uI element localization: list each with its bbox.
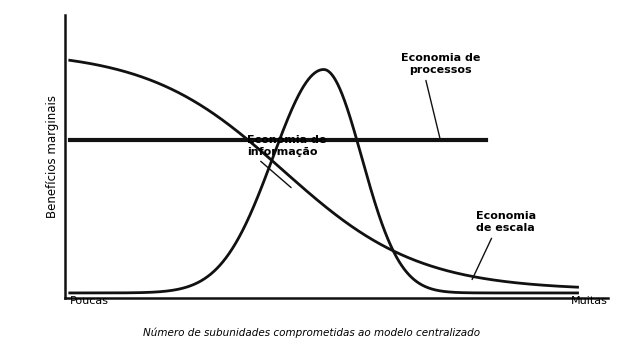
Y-axis label: Benefícios marginais: Benefícios marginais xyxy=(46,95,59,218)
Text: Poucas: Poucas xyxy=(70,296,109,306)
Text: Economia de
informação: Economia de informação xyxy=(247,135,327,188)
Text: Muitas: Muitas xyxy=(571,296,608,306)
Text: Economia
de escala: Economia de escala xyxy=(472,211,536,279)
Text: Economia de
processos: Economia de processos xyxy=(401,53,480,138)
Text: Número de subunidades comprometidas ao modelo centralizado: Número de subunidades comprometidas ao m… xyxy=(143,328,480,338)
